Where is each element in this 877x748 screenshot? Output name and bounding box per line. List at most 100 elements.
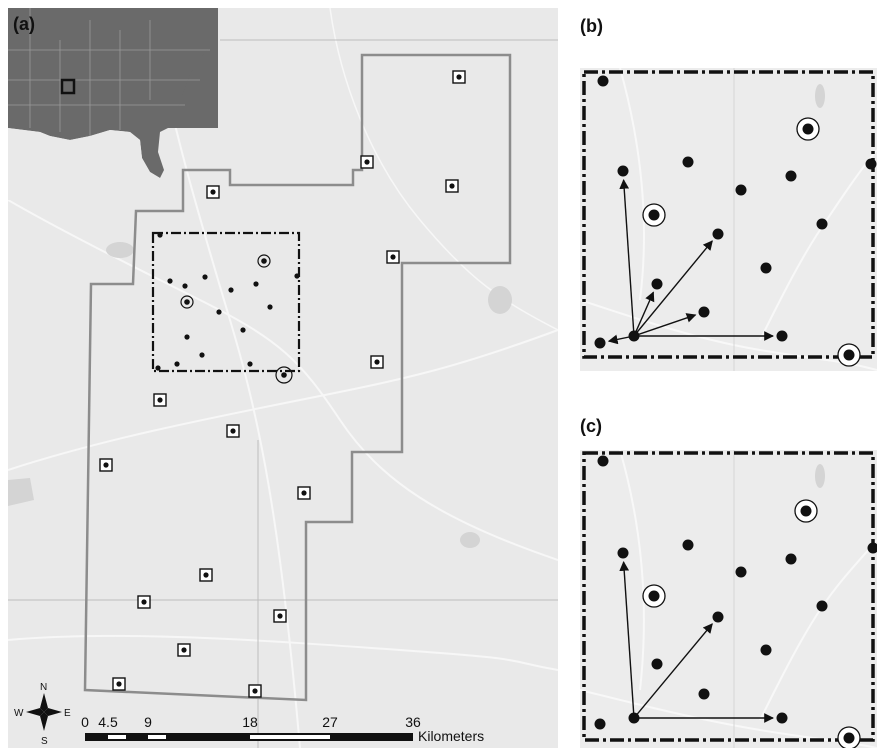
sample-point bbox=[240, 327, 246, 333]
sample-point bbox=[760, 262, 772, 274]
panel-b-map bbox=[580, 68, 877, 371]
sample-point bbox=[712, 611, 724, 623]
sample-point bbox=[776, 712, 788, 724]
highlighted-sample-point bbox=[184, 299, 190, 305]
highlighted-sample-point bbox=[843, 732, 855, 744]
sample-point bbox=[597, 455, 609, 467]
panel-c-label: (c) bbox=[580, 416, 602, 436]
highlighted-sample-point bbox=[802, 123, 814, 135]
sample-point bbox=[760, 644, 772, 656]
sample-point bbox=[199, 352, 205, 358]
sample-point bbox=[253, 281, 259, 287]
panel-c-detail-extent-box bbox=[582, 451, 875, 742]
boxed-sample-point bbox=[116, 681, 122, 687]
sample-point bbox=[682, 539, 694, 551]
highlighted-sample-point bbox=[648, 590, 660, 602]
panel-c-sample-points bbox=[594, 455, 877, 748]
boxed-sample-point bbox=[157, 397, 163, 403]
scale-bar-tick-label: 18 bbox=[242, 714, 258, 730]
scale-bar-tick-labels: 0 4.5 9 18 27 36 bbox=[81, 714, 421, 730]
panel-b-detail-extent-box bbox=[582, 70, 875, 359]
scale-bar: 0 4.5 9 18 27 36 Kilometers bbox=[81, 714, 484, 744]
sample-point bbox=[712, 228, 724, 240]
scale-bar-tick-label: 27 bbox=[322, 714, 338, 730]
boxed-sample-point bbox=[210, 189, 216, 195]
sample-point bbox=[228, 287, 234, 293]
panel-b-background bbox=[580, 68, 877, 371]
boxed-sample-point bbox=[103, 462, 109, 468]
sample-point bbox=[247, 361, 253, 367]
sample-point bbox=[594, 718, 606, 730]
neighbor-arrow bbox=[619, 561, 635, 719]
boxed-sample-point bbox=[230, 428, 236, 434]
scale-bar-tick-label: 0 bbox=[81, 714, 89, 730]
sample-point bbox=[816, 600, 828, 612]
neighbor-arrow bbox=[633, 623, 713, 719]
sample-point bbox=[617, 165, 629, 177]
boxed-sample-point bbox=[456, 74, 462, 80]
sample-point bbox=[867, 542, 877, 554]
sample-point bbox=[216, 309, 222, 315]
neighbor-arrow bbox=[619, 179, 635, 337]
highlighted-sample-point bbox=[281, 372, 287, 378]
compass-south-label: S bbox=[41, 736, 48, 747]
panel-a-water-features bbox=[8, 242, 512, 548]
sample-point bbox=[267, 304, 273, 310]
sample-point bbox=[816, 218, 828, 230]
sample-point bbox=[628, 712, 640, 724]
neighbor-arrow bbox=[633, 313, 697, 337]
panel-c-map bbox=[580, 450, 877, 748]
sample-point bbox=[184, 334, 190, 340]
sample-point bbox=[735, 184, 747, 196]
sample-point bbox=[294, 273, 300, 279]
sample-point bbox=[698, 306, 710, 318]
sample-point bbox=[865, 158, 877, 170]
sample-point bbox=[167, 278, 173, 284]
panel-c-background bbox=[580, 450, 877, 748]
scale-bar-tick-label: 36 bbox=[405, 714, 421, 730]
sample-point bbox=[174, 361, 180, 367]
compass-north-label: N bbox=[40, 682, 47, 693]
sample-point bbox=[682, 156, 694, 168]
boxed-sample-point bbox=[374, 359, 380, 365]
boxed-sample-point bbox=[181, 647, 187, 653]
compass-east-label: E bbox=[64, 708, 71, 719]
sample-point bbox=[776, 330, 788, 342]
sample-point bbox=[785, 170, 797, 182]
sample-point bbox=[698, 688, 710, 700]
boxed-sample-point bbox=[141, 599, 147, 605]
boxed-sample-point bbox=[277, 613, 283, 619]
compass-west-label: W bbox=[14, 708, 24, 719]
panel-b-sample-points bbox=[594, 75, 877, 367]
highlighted-sample-point bbox=[843, 349, 855, 361]
sample-point bbox=[651, 278, 663, 290]
study-area-locator-box bbox=[60, 78, 76, 95]
detail-extent-box bbox=[151, 231, 301, 373]
sample-point bbox=[597, 75, 609, 87]
boxed-sample-point bbox=[252, 688, 258, 694]
panel-c-neighbor-arrows bbox=[619, 561, 774, 723]
panel-b-label: (b) bbox=[580, 16, 603, 36]
highlighted-sample-point bbox=[648, 209, 660, 221]
scale-bar-tick-label: 9 bbox=[144, 714, 152, 730]
sample-point bbox=[617, 547, 629, 559]
sample-point bbox=[182, 283, 188, 289]
sample-point bbox=[202, 274, 208, 280]
sample-point bbox=[651, 658, 663, 670]
panel-a-sample-points bbox=[99, 70, 466, 698]
highlighted-point-ring bbox=[180, 295, 194, 309]
highlighted-sample-point bbox=[800, 505, 812, 517]
panel-b-basemap-roads bbox=[580, 68, 877, 371]
neighbor-arrow bbox=[633, 240, 713, 337]
panel-a-map: N S E W 0 4.5 9 18 27 36 Kilometers (a) bbox=[8, 8, 558, 748]
highlighted-point-ring bbox=[275, 366, 293, 384]
sample-point bbox=[735, 566, 747, 578]
boxed-sample-point bbox=[449, 183, 455, 189]
scale-bar-tick-label: 4.5 bbox=[98, 714, 118, 730]
boxed-sample-point bbox=[364, 159, 370, 165]
study-area-boundary bbox=[83, 53, 512, 702]
sample-point bbox=[785, 553, 797, 565]
boxed-sample-point bbox=[301, 490, 307, 496]
sample-point bbox=[594, 337, 606, 349]
